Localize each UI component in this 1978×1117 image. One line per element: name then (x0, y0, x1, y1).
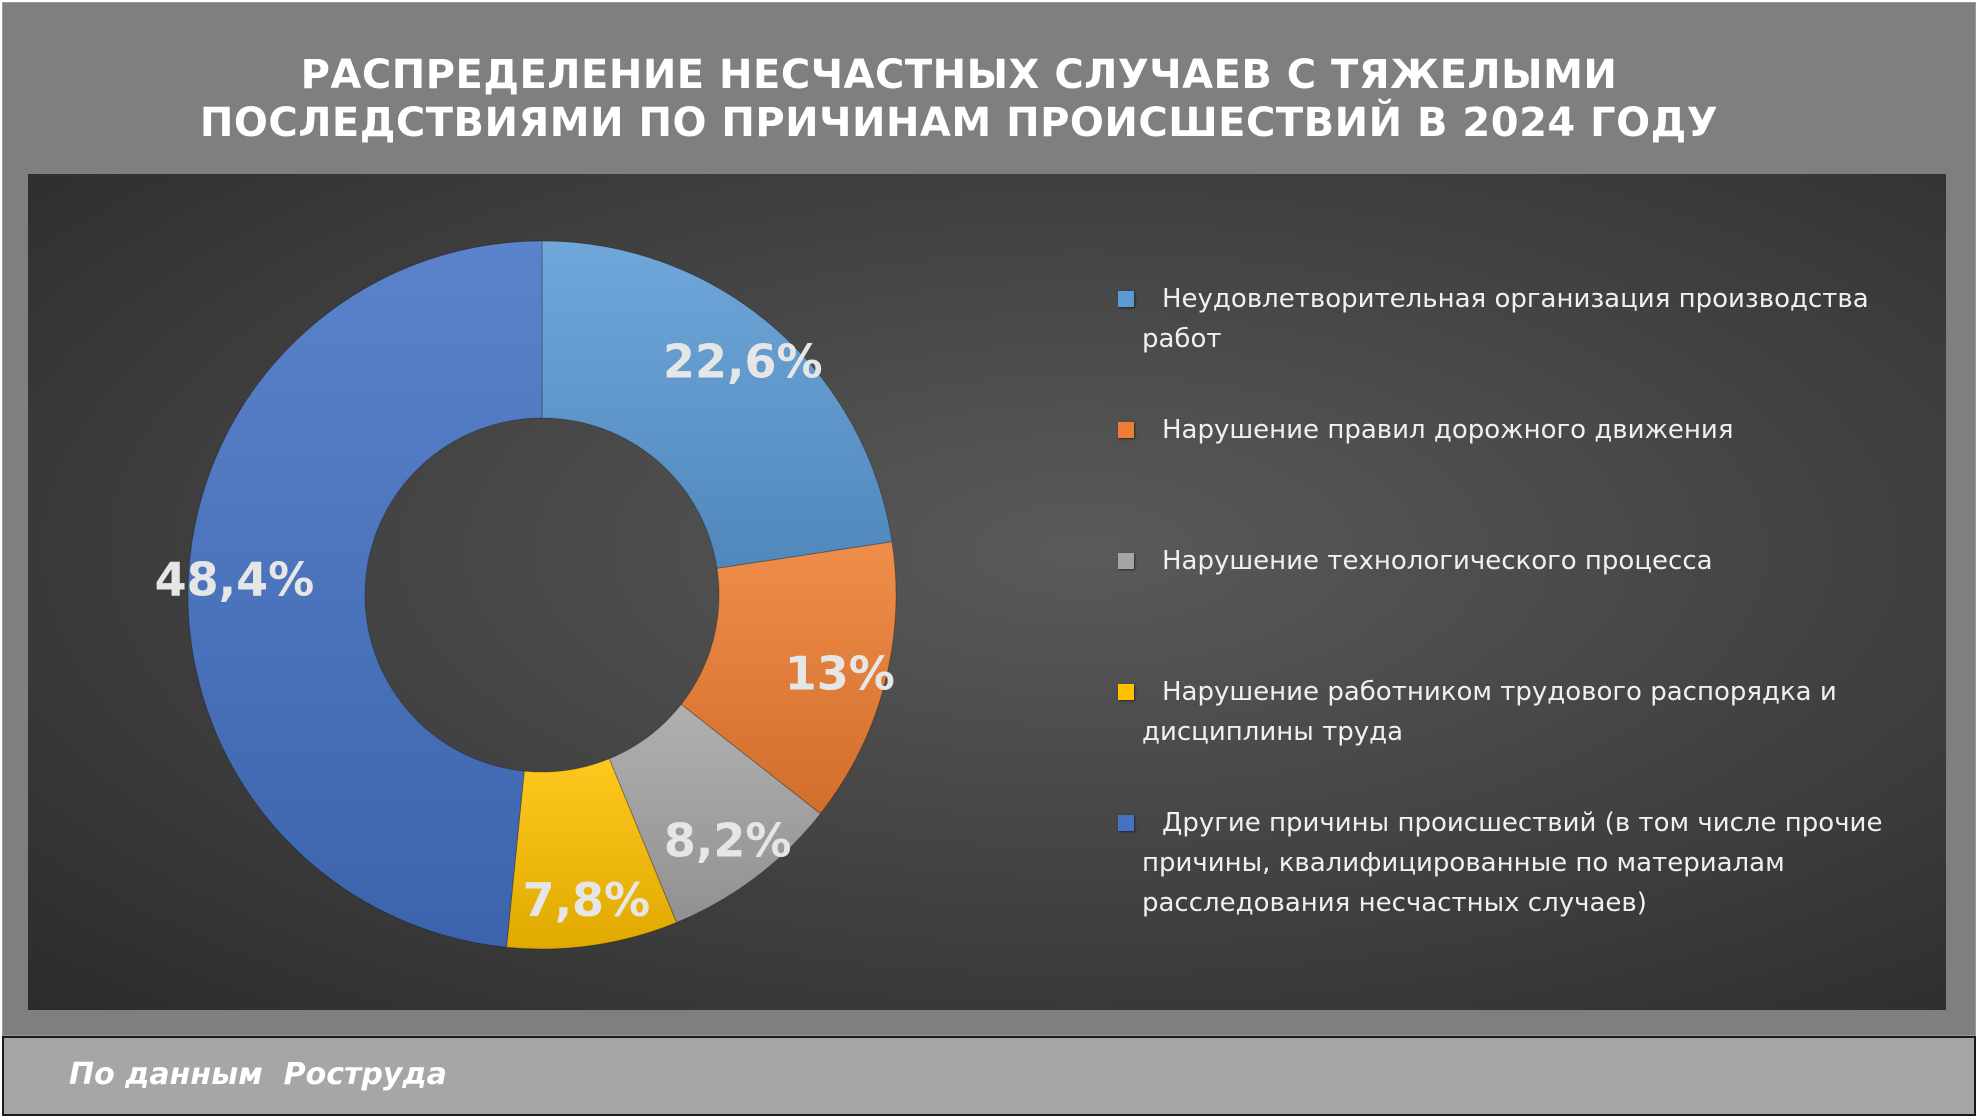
donut-slice-4 (505, 758, 678, 950)
legend-swatch (1118, 553, 1134, 569)
legend-label: Неудовлетворительная организация произво… (1142, 284, 1869, 354)
legend-item-5: Другие причины происшествий (в том числе… (1118, 803, 1908, 923)
legend-label: Нарушение технологического процесса (1162, 546, 1713, 576)
legend-item-1: Неудовлетворительная организация произво… (1118, 279, 1908, 359)
data-label-3: 8,2% (664, 814, 792, 868)
legend-label: Нарушение работником трудового распорядк… (1142, 677, 1837, 747)
donut-slice-3 (608, 703, 822, 924)
donut-chart: 22,6% 13% 8,2%7,8% 48,4% (155, 240, 897, 950)
plot-area: 22,6% 13% 8,2% 7,8% 48,4% Неудовлетворительн… (28, 174, 1946, 1010)
donut-slice-2 (680, 541, 897, 815)
legend-item-2: Нарушение правил дорожного движения (1118, 410, 1908, 450)
data-label-4: 7,8% (523, 873, 651, 927)
data-label-5: 48,4% (155, 553, 315, 607)
chart-title: РАСПРЕДЕЛЕНИЕ НЕСЧАСТНЫХ СЛУЧАЕВ С ТЯЖЕЛ… (3, 51, 1915, 147)
donut-data-labels: 22,6% 13% 8,2%7,8% 48,4% (155, 334, 895, 926)
source-note: По данным Роструда (69, 1057, 447, 1092)
legend-item-3: Нарушение технологического процесса (1118, 541, 1908, 581)
data-label-1: 22,6% (663, 334, 823, 388)
chart-title-line-1: РАСПРЕДЕЛЕНИЕ НЕСЧАСТНЫХ СЛУЧАЕВ С ТЯЖЕЛ… (300, 52, 1618, 98)
legend-label: Другие причины происшествий (в том числе… (1142, 808, 1883, 918)
legend-label: Нарушение правил дорожного движения (1162, 415, 1734, 445)
donut-slices (187, 240, 897, 950)
legend-swatch (1118, 291, 1134, 307)
chart-title-line-2: ПОСЛЕДСТВИЯМИ ПО ПРИЧИНАМ ПРОИСШЕСТВИЙ В… (199, 100, 1719, 146)
legend-swatch (1118, 815, 1134, 831)
legend-swatch (1118, 422, 1134, 438)
data-label-2: 13% (785, 646, 895, 700)
footer-bar: По данным Роструда (2, 1036, 1976, 1116)
legend-swatch (1118, 684, 1134, 700)
chart-panel: РАСПРЕДЕЛЕНИЕ НЕСЧАСТНЫХ СЛУЧАЕВ С ТЯЖЕЛ… (2, 2, 1976, 1036)
legend-item-4: Нарушение работником трудового распорядк… (1118, 672, 1908, 752)
donut-slice-5 (187, 240, 543, 948)
donut-slice-1 (541, 240, 893, 569)
